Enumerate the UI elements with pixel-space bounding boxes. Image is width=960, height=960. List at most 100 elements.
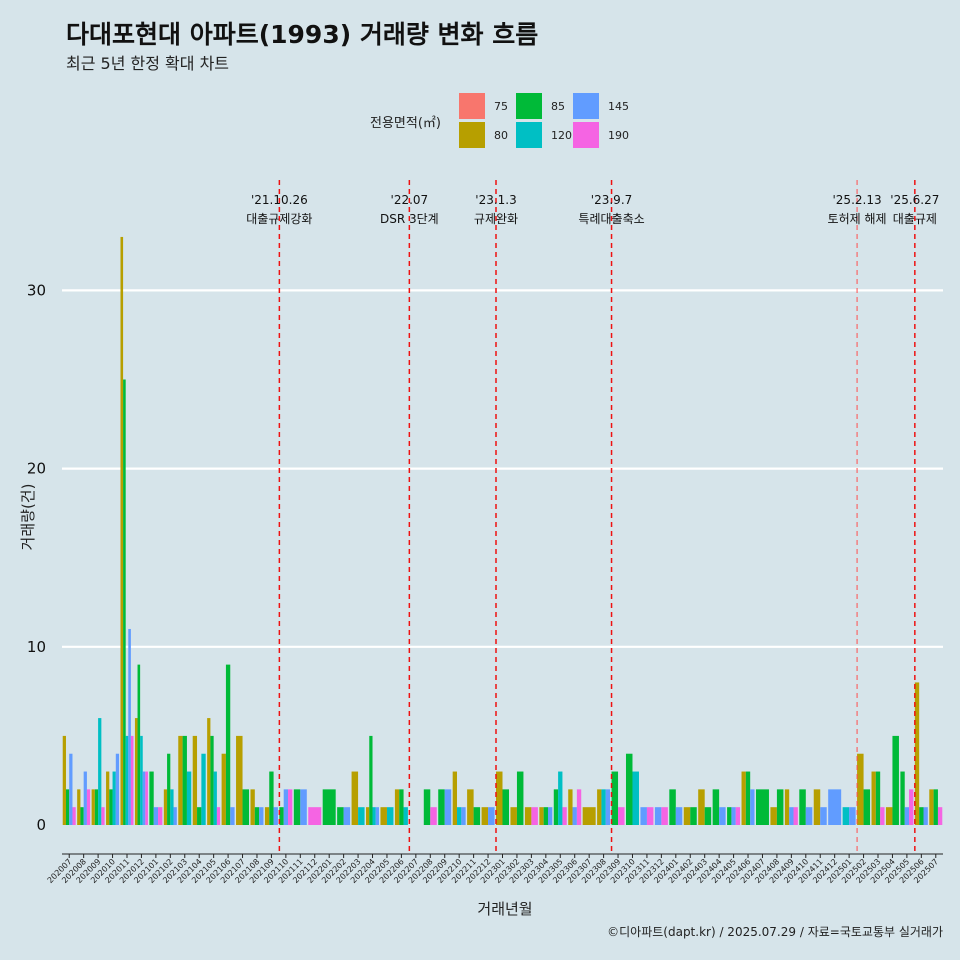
legend: 전용면적(㎡) 75 80 85 120 145 190	[370, 93, 629, 148]
bar	[259, 807, 264, 825]
bar	[83, 771, 87, 825]
bar	[109, 789, 113, 825]
bar	[605, 789, 611, 825]
bar	[502, 789, 509, 825]
legend-label: 80	[494, 129, 508, 142]
bar	[582, 807, 596, 825]
bar	[488, 807, 495, 825]
bar	[192, 735, 198, 825]
bar	[288, 789, 293, 825]
bar	[820, 807, 827, 825]
bar	[618, 807, 625, 825]
bar	[210, 735, 214, 825]
bar	[101, 807, 105, 825]
legend-swatch	[516, 122, 542, 148]
bar	[669, 789, 676, 825]
bar	[892, 735, 899, 825]
event-date: '21.10.26	[251, 193, 308, 207]
bar	[80, 807, 84, 825]
bar	[65, 789, 70, 825]
bar	[264, 807, 270, 825]
x-axis-title: 거래년월	[477, 900, 532, 918]
event-label: 특례대출축소	[578, 212, 644, 226]
bar	[399, 789, 404, 825]
bar	[221, 753, 226, 825]
y-axis: 0 10 20 30	[27, 281, 46, 834]
bar	[543, 807, 548, 825]
bar	[919, 807, 924, 825]
bar	[375, 807, 380, 825]
event-label: 대출규제	[893, 212, 937, 226]
bar	[62, 735, 66, 825]
bar	[929, 789, 934, 825]
bar	[343, 807, 351, 825]
y-tick-label: 20	[27, 460, 46, 478]
bar	[719, 807, 726, 825]
bar	[770, 807, 777, 825]
bar	[597, 789, 602, 825]
chart-subtitle: 최근 5년 한정 확대 차트	[66, 54, 229, 73]
bar	[182, 735, 187, 825]
bar	[158, 807, 163, 825]
bar	[683, 807, 691, 825]
bar	[142, 771, 146, 825]
bar	[145, 771, 148, 825]
y-tick-label: 10	[27, 638, 46, 656]
bar	[120, 236, 124, 825]
bar	[372, 807, 376, 825]
bar	[735, 807, 741, 825]
bar	[467, 789, 474, 825]
bar	[625, 753, 633, 825]
bar	[140, 735, 143, 825]
bar	[857, 753, 864, 825]
bar	[236, 735, 243, 825]
legend-swatch	[516, 93, 542, 119]
bar	[134, 718, 138, 825]
bar	[69, 753, 73, 825]
bar	[242, 789, 250, 825]
bar	[149, 771, 154, 825]
y-tick-label: 0	[36, 816, 46, 834]
bar	[914, 682, 920, 825]
bar	[153, 807, 159, 825]
bar	[137, 664, 141, 825]
event-date: '23.1.3	[475, 193, 516, 207]
bar	[793, 807, 798, 825]
legend-swatch	[459, 122, 485, 148]
y-axis-title: 거래량(건)	[19, 484, 37, 551]
bar	[539, 807, 544, 825]
bar	[403, 807, 408, 825]
bar	[654, 807, 662, 825]
bar	[776, 789, 784, 825]
bar	[745, 771, 751, 825]
x-axis: 2020072020082020092020102020112020122021…	[46, 853, 943, 885]
bar	[576, 789, 582, 825]
bar	[553, 789, 559, 825]
bar	[562, 807, 567, 825]
caption: ©디아파트(dapt.kr) / 2025.07.29 / 자료=국토교통부 실…	[607, 925, 943, 939]
bar	[72, 807, 76, 825]
bar	[547, 807, 553, 825]
bar	[452, 771, 458, 825]
bar	[94, 789, 99, 825]
bar	[273, 807, 278, 825]
bar	[900, 771, 905, 825]
bar	[269, 771, 274, 825]
event-date: '25.2.13	[833, 193, 882, 207]
bar	[279, 807, 284, 825]
event-date: '25.6.27	[890, 193, 939, 207]
bar	[704, 807, 712, 825]
bar	[430, 807, 437, 825]
event-label: DSR 3단계	[380, 212, 439, 226]
bar	[849, 807, 856, 825]
bar	[128, 628, 131, 825]
bar	[438, 789, 445, 825]
bar	[230, 807, 235, 825]
bar	[661, 807, 668, 825]
bar	[216, 807, 221, 825]
legend-title: 전용면적(㎡)	[370, 116, 441, 131]
bar	[524, 807, 532, 825]
bar	[178, 735, 183, 825]
bar	[123, 379, 126, 825]
